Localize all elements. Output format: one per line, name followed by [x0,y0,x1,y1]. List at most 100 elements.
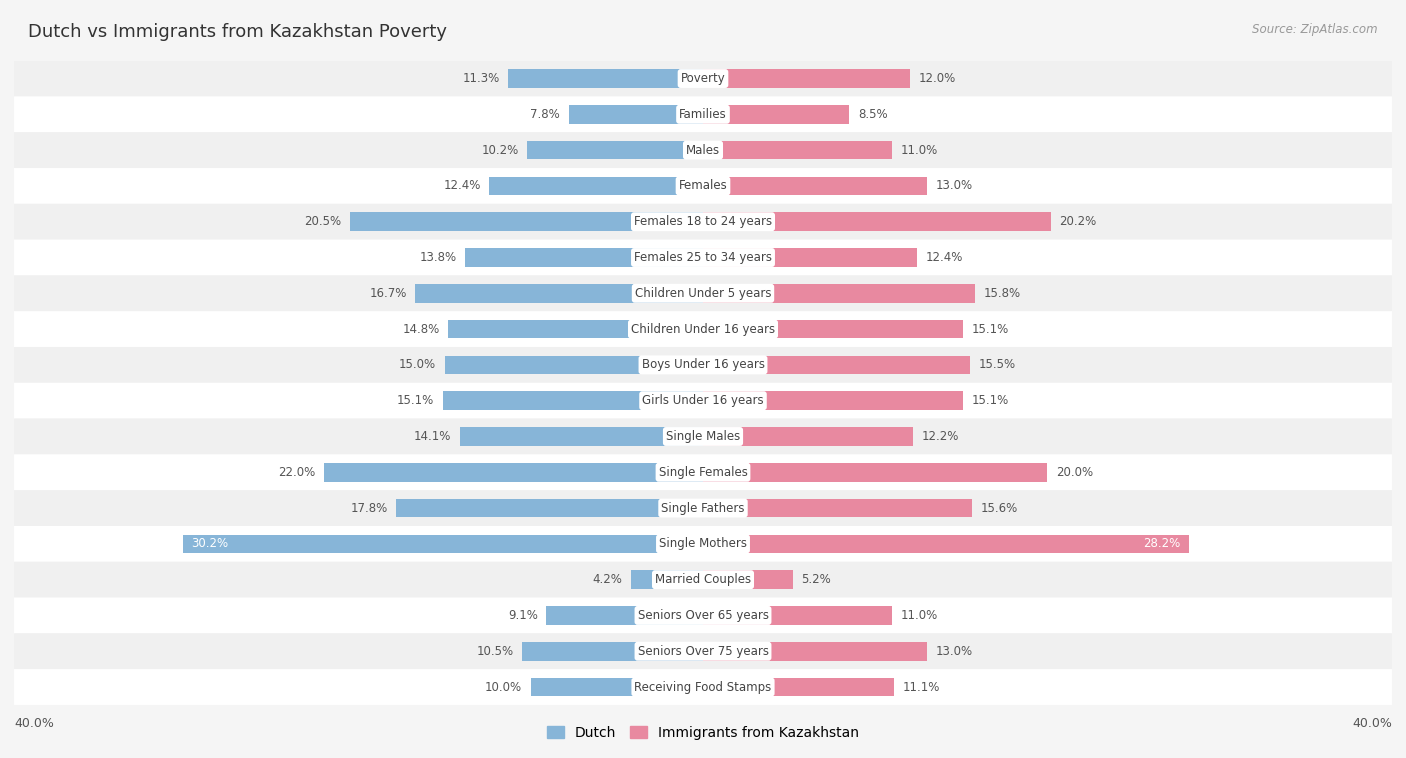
Text: 14.8%: 14.8% [402,323,440,336]
Text: Females: Females [679,180,727,193]
Text: 20.5%: 20.5% [304,215,342,228]
Text: 7.8%: 7.8% [530,108,560,121]
Text: 11.0%: 11.0% [901,609,938,622]
Text: Married Couples: Married Couples [655,573,751,586]
Text: 11.1%: 11.1% [903,681,941,694]
Text: Source: ZipAtlas.com: Source: ZipAtlas.com [1253,23,1378,36]
FancyBboxPatch shape [14,526,1392,562]
Text: Seniors Over 65 years: Seniors Over 65 years [637,609,769,622]
Text: Seniors Over 75 years: Seniors Over 75 years [637,645,769,658]
Bar [703,320,963,338]
FancyBboxPatch shape [14,96,1392,132]
Bar [703,391,963,410]
Bar [443,391,703,410]
Bar [703,105,849,124]
Bar [350,212,703,231]
Bar [465,248,703,267]
Bar [703,141,893,159]
FancyBboxPatch shape [14,418,1392,454]
FancyBboxPatch shape [14,347,1392,383]
Bar [183,534,703,553]
FancyBboxPatch shape [14,204,1392,240]
Bar [323,463,703,481]
Bar [703,678,894,697]
Text: 12.4%: 12.4% [925,251,963,264]
Text: Poverty: Poverty [681,72,725,85]
Bar [703,463,1047,481]
Text: 15.0%: 15.0% [399,359,436,371]
Text: 10.2%: 10.2% [481,143,519,157]
Text: 13.8%: 13.8% [419,251,457,264]
FancyBboxPatch shape [14,61,1392,96]
Text: 22.0%: 22.0% [278,465,315,479]
Bar [460,428,703,446]
FancyBboxPatch shape [14,275,1392,312]
FancyBboxPatch shape [14,669,1392,705]
Bar [703,248,917,267]
Bar [703,606,893,625]
Text: Boys Under 16 years: Boys Under 16 years [641,359,765,371]
FancyBboxPatch shape [14,634,1392,669]
Bar [509,69,703,88]
Bar [489,177,703,196]
Bar [703,499,972,518]
Text: 20.0%: 20.0% [1056,465,1094,479]
Bar [703,570,793,589]
Text: 4.2%: 4.2% [592,573,621,586]
Bar [703,534,1188,553]
Text: 11.0%: 11.0% [901,143,938,157]
Bar [415,284,703,302]
Bar [703,356,970,374]
Text: Males: Males [686,143,720,157]
Bar [522,642,703,660]
Text: 15.1%: 15.1% [972,323,1010,336]
Bar [703,69,910,88]
Text: Children Under 5 years: Children Under 5 years [634,287,772,300]
Bar [703,284,976,302]
Text: 11.3%: 11.3% [463,72,499,85]
Text: 17.8%: 17.8% [350,502,388,515]
Text: 15.1%: 15.1% [396,394,434,407]
FancyBboxPatch shape [14,383,1392,418]
Text: Females 25 to 34 years: Females 25 to 34 years [634,251,772,264]
Text: 40.0%: 40.0% [14,718,53,731]
Bar [631,570,703,589]
FancyBboxPatch shape [14,454,1392,490]
Bar [703,212,1050,231]
Bar [396,499,703,518]
Text: Children Under 16 years: Children Under 16 years [631,323,775,336]
Text: Families: Families [679,108,727,121]
Text: 13.0%: 13.0% [935,180,973,193]
Text: 20.2%: 20.2% [1060,215,1097,228]
Text: 12.0%: 12.0% [918,72,956,85]
Text: Receiving Food Stamps: Receiving Food Stamps [634,681,772,694]
Text: 10.0%: 10.0% [485,681,522,694]
Text: 15.8%: 15.8% [984,287,1021,300]
Text: 15.1%: 15.1% [972,394,1010,407]
Legend: Dutch, Immigrants from Kazakhstan: Dutch, Immigrants from Kazakhstan [547,726,859,740]
FancyBboxPatch shape [14,562,1392,597]
FancyBboxPatch shape [14,168,1392,204]
Text: Single Males: Single Males [666,430,740,443]
Text: 5.2%: 5.2% [801,573,831,586]
Text: 40.0%: 40.0% [1353,718,1392,731]
FancyBboxPatch shape [14,312,1392,347]
Text: Single Females: Single Females [658,465,748,479]
Text: 10.5%: 10.5% [477,645,513,658]
Text: 30.2%: 30.2% [191,537,229,550]
Text: 8.5%: 8.5% [858,108,887,121]
Bar [531,678,703,697]
Bar [547,606,703,625]
Bar [703,428,912,446]
Text: 14.1%: 14.1% [415,430,451,443]
Bar [568,105,703,124]
Text: Single Mothers: Single Mothers [659,537,747,550]
Bar [444,356,703,374]
Text: 12.4%: 12.4% [443,180,481,193]
Text: 13.0%: 13.0% [935,645,973,658]
FancyBboxPatch shape [14,240,1392,275]
Bar [527,141,703,159]
FancyBboxPatch shape [14,597,1392,634]
Bar [703,177,927,196]
FancyBboxPatch shape [14,132,1392,168]
